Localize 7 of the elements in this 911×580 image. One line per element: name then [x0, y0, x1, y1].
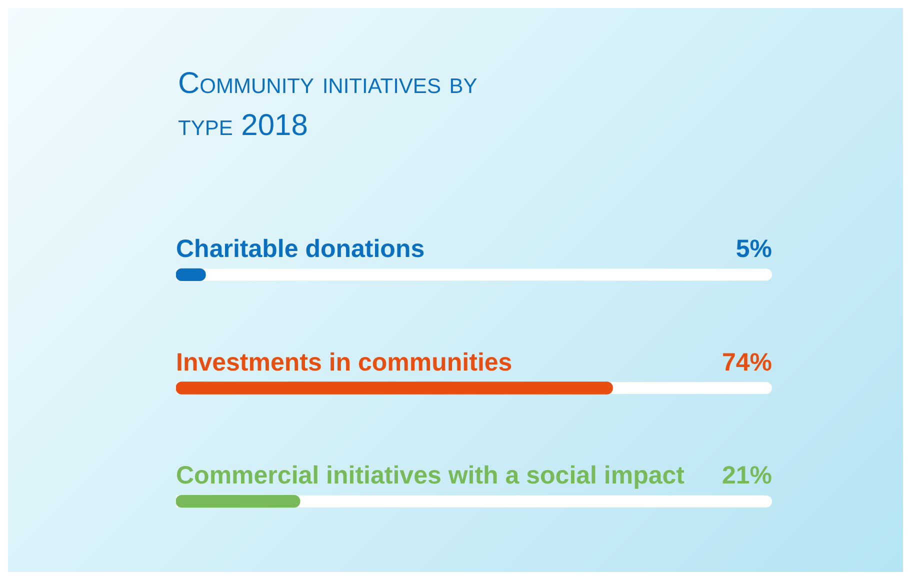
y-tick-label: Charitable donations: [176, 235, 425, 264]
y-tick-label: Commercial initiatives with a social impact: [176, 462, 686, 490]
data-label: 5%: [736, 235, 772, 264]
y-tick-label: Investments in communities: [176, 348, 512, 376]
data-label: 74%: [722, 348, 772, 376]
data-label: 21%: [722, 462, 772, 490]
chart-title: Community initiatives by type 2018: [178, 66, 478, 144]
